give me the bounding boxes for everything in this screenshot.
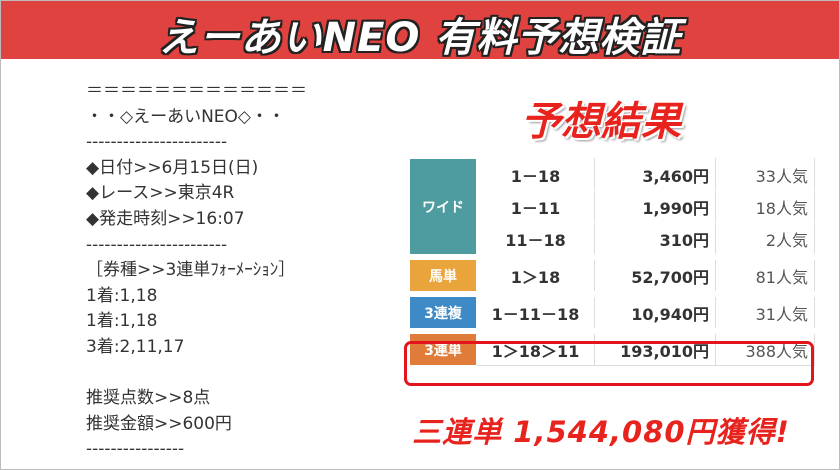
bet-type: ワイド	[409, 158, 477, 258]
combination: 1－11－18	[476, 291, 595, 332]
summary: 三連単 1,544,080円獲得!	[412, 415, 790, 449]
prediction-line: ◆発走時刻>>16:07	[86, 208, 245, 229]
prediction-line: -----------------------	[86, 234, 228, 255]
payout: 10,940円	[594, 291, 716, 332]
table-row: 馬単 1＞18 52,700円 81人気	[409, 254, 815, 295]
prediction-line: ［券種>>3連単ﾌｫｰﾒｰｼｮﾝ］	[86, 260, 296, 281]
bet-type: 馬単	[409, 254, 477, 295]
prediction-line: 3着:2,11,17	[86, 336, 185, 357]
popularity: 18人気	[715, 190, 815, 223]
bet-type: 3連複	[409, 291, 477, 332]
prediction-line: ・・◇えーあいNEO◇・・	[86, 106, 285, 127]
combination: 1－11	[476, 190, 595, 223]
payout: 310円	[594, 222, 716, 258]
popularity: 81人気	[715, 254, 815, 295]
payout: 3,460円	[594, 158, 716, 191]
header-bar: えーあいNEO 有料予想検証	[1, 1, 839, 61]
table-row: 1－11 1,990円 18人気	[410, 190, 815, 223]
header-title: えーあいNEO 有料予想検証	[158, 15, 682, 61]
prediction-line: ----------------	[86, 439, 185, 460]
combination: 1－18	[476, 158, 595, 191]
payout: 52,700円	[594, 254, 716, 295]
popularity: 33人気	[715, 158, 815, 191]
popularity: 2人気	[715, 222, 815, 258]
combination: 11－18	[476, 222, 595, 258]
prediction-text: ＝＝＝＝＝＝＝＝＝＝＝＝＝ ・・◇えーあいNEO◇・・ --------------…	[86, 79, 307, 463]
combination: 1＞18＞11	[476, 328, 595, 366]
highlight-box	[404, 341, 814, 386]
bet-type: 3連単	[409, 328, 477, 366]
prediction-line: ＝＝＝＝＝＝＝＝＝＝＝＝＝	[86, 81, 307, 101]
prediction-line: ◆日付>>6月15日(日)	[86, 157, 259, 178]
prediction-line: -----------------------	[86, 132, 228, 153]
result-title: 予想結果	[521, 99, 681, 145]
result-table: ワイド 1－18 3,460円 33人気 1－11 1,990円 18人気 11－18 310円…	[409, 158, 815, 366]
payout: 1,990円	[594, 190, 716, 223]
prediction-line: 推奨金額>>600円	[86, 413, 232, 434]
prediction-line: 1着:1,18	[86, 285, 158, 306]
table-row: ワイド 1－18 3,460円 33人気	[409, 158, 815, 258]
combination: 1＞18	[476, 254, 595, 295]
prediction-line: 1着:1,18	[86, 311, 158, 332]
prediction-line: ◆レース>>東京4R	[86, 183, 235, 204]
popularity: 31人気	[715, 291, 815, 332]
prediction-line: 推奨点数>>8点	[86, 388, 211, 409]
table-row: 11－18 310円 2人気	[410, 222, 815, 258]
payout: 193,010円	[594, 328, 716, 366]
popularity: 388人気	[715, 328, 815, 366]
table-row: 3連複 1－11－18 10,940円 31人気	[409, 291, 815, 332]
table-row: 3連単 1＞18＞11 193,010円 388人気	[409, 328, 815, 366]
